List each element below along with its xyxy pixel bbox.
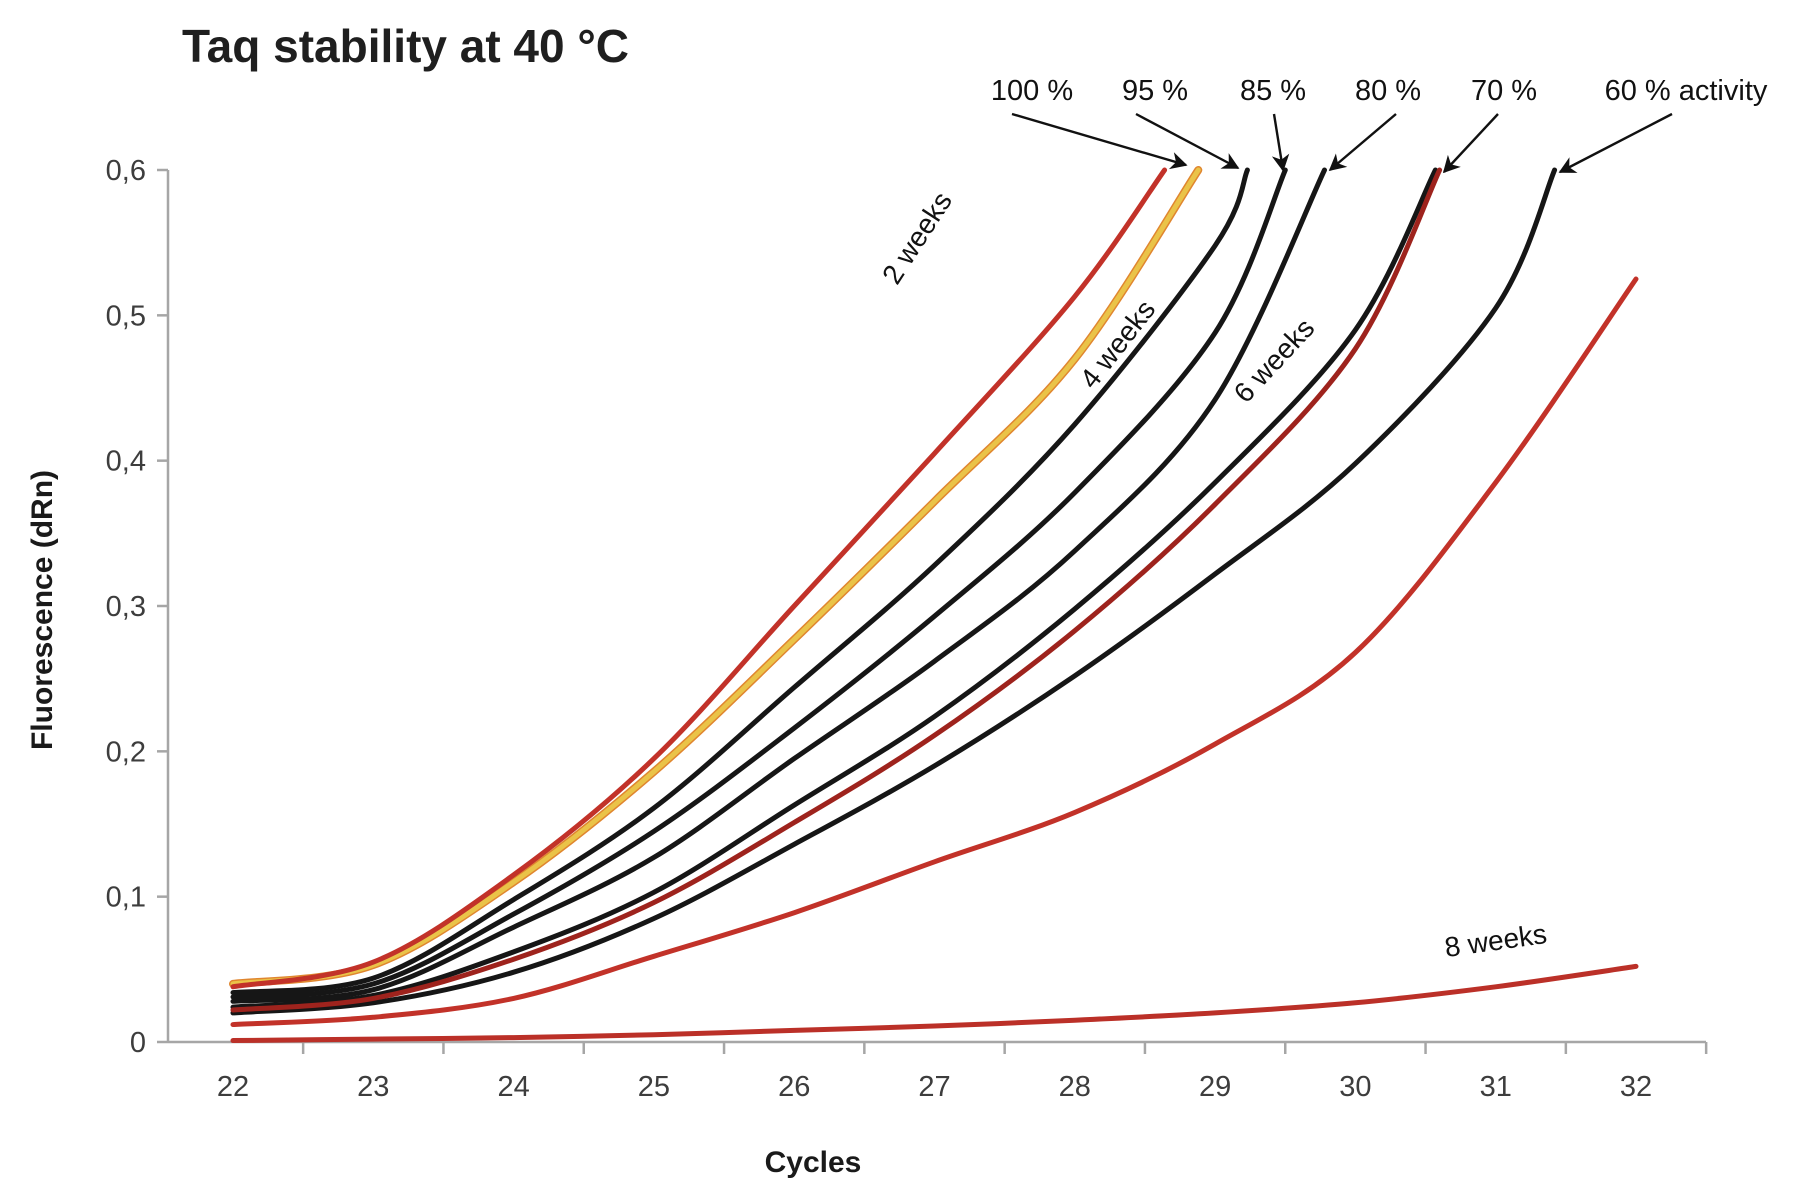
activity-arrow [1328, 113, 1397, 172]
series-line-70 [230, 167, 1438, 1010]
activity-label: 100 % [991, 75, 1073, 107]
x-tick-label: 27 [918, 1071, 950, 1103]
series-line-8-weeks [230, 963, 1639, 1044]
series-line-85 [230, 167, 1288, 1000]
week-label: 8 weeks [1443, 918, 1549, 963]
activity-arrow [1011, 112, 1188, 170]
chart-title: Taq stability at 40 °C [182, 20, 629, 72]
week-label: 6 weeks [1228, 312, 1321, 408]
series-line-60 [230, 167, 1558, 1016]
activity-label: 60 % activity [1605, 75, 1768, 107]
series-line-95 [230, 167, 1250, 996]
activity-label: 70 % [1471, 75, 1537, 107]
y-tick-label: 0,5 [106, 300, 146, 332]
y-tick-label: 0 [130, 1027, 146, 1059]
activity-arrow [1135, 112, 1240, 170]
activity-label: 80 % [1355, 75, 1421, 107]
series-line-100 [230, 167, 1201, 987]
annotations: 100 % 95 % 85 % 80 % 70 % 60 % activity 2 week… [876, 75, 1768, 963]
x-tick-label: 23 [357, 1071, 389, 1103]
series-line-6-weeks [230, 276, 1639, 1028]
y-tick-label: 0,2 [106, 736, 146, 768]
axis-ticks [157, 168, 1708, 1054]
y-axis-title: Fluorescence (dRn) [26, 470, 59, 750]
x-tick-label: 30 [1339, 1071, 1371, 1103]
series-line-80 [230, 167, 1327, 1004]
axis-tick-labels: 0 0,1 0,2 0,3 0,4 0,5 0,6 22 23 24 25 26 27 28 29 30 31 3… [106, 155, 1652, 1103]
activity-arrow [1442, 113, 1499, 174]
series-halo-100 [229, 166, 1203, 988]
week-label: 2 weeks [876, 186, 958, 289]
x-tick-label: 31 [1480, 1071, 1512, 1103]
y-tick-label: 0,3 [106, 591, 146, 623]
x-tick-label: 25 [638, 1071, 670, 1103]
x-tick-label: 24 [497, 1071, 529, 1103]
activity-arrow [1271, 113, 1290, 172]
y-tick-label: 0,4 [106, 446, 146, 478]
activity-arrow [1558, 112, 1673, 174]
y-tick-label: 0,1 [106, 882, 146, 914]
axes [166, 170, 1706, 1044]
series-line-4-weeks [230, 167, 1443, 1013]
x-tick-label: 26 [778, 1071, 810, 1103]
series-line-2-weeks [230, 167, 1168, 990]
activity-label: 85 % [1240, 75, 1306, 107]
x-tick-label: 32 [1620, 1071, 1652, 1103]
activity-label: 95 % [1122, 75, 1188, 107]
x-tick-label: 28 [1059, 1071, 1091, 1103]
data-series-curves [229, 166, 1639, 1044]
y-tick-label: 0,6 [106, 155, 146, 187]
x-tick-label: 29 [1199, 1071, 1231, 1103]
x-tick-label: 22 [217, 1071, 249, 1103]
x-axis-title: Cycles [765, 1146, 862, 1179]
